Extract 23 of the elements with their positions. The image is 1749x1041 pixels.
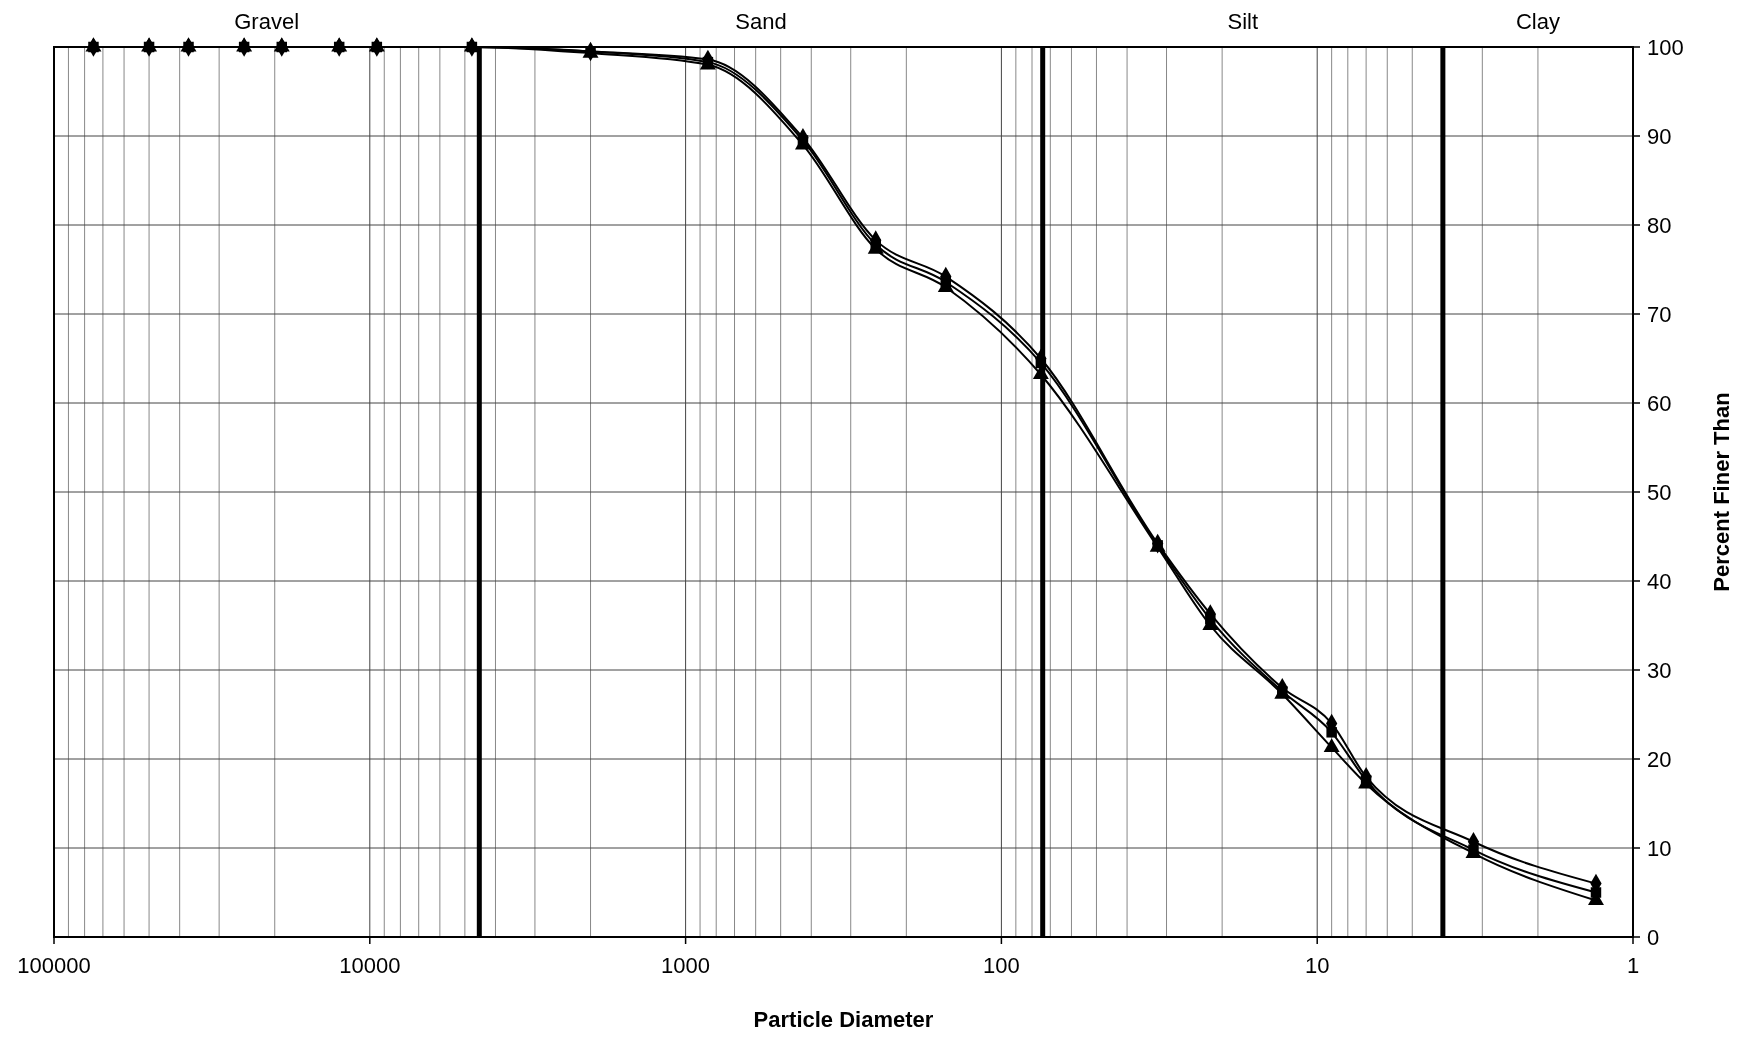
- y-axis-title: Percent Finer Than: [1709, 392, 1734, 592]
- y-tick-label: 0: [1647, 925, 1660, 950]
- text: Silt: [1227, 9, 1259, 34]
- y-tick-label: 50: [1647, 480, 1672, 505]
- y-tick-label: 80: [1647, 213, 1672, 238]
- y-tick-label: 100: [1647, 35, 1684, 60]
- x-tick-label: 10000: [339, 953, 401, 978]
- y-tick-label: 90: [1647, 124, 1672, 149]
- y-tick-label: 30: [1647, 658, 1672, 683]
- x-tick-label: 100: [983, 953, 1020, 978]
- y-tick-label: 40: [1647, 569, 1672, 594]
- y-tick-label: 70: [1647, 302, 1672, 327]
- text: Gravel: [234, 9, 300, 34]
- x-tick-label: 100000: [17, 953, 91, 978]
- x-tick-label: 1: [1626, 953, 1640, 978]
- text: Clay: [1515, 9, 1560, 34]
- y-tick-label: 10: [1647, 836, 1672, 861]
- x-tick-label: 10: [1304, 953, 1330, 978]
- y-tick-label: 20: [1647, 747, 1672, 772]
- text: Sand: [735, 9, 787, 34]
- x-axis-title: Particle Diameter: [753, 1007, 934, 1032]
- y-tick-label: 60: [1647, 391, 1672, 416]
- x-tick-label: 1000: [661, 953, 711, 978]
